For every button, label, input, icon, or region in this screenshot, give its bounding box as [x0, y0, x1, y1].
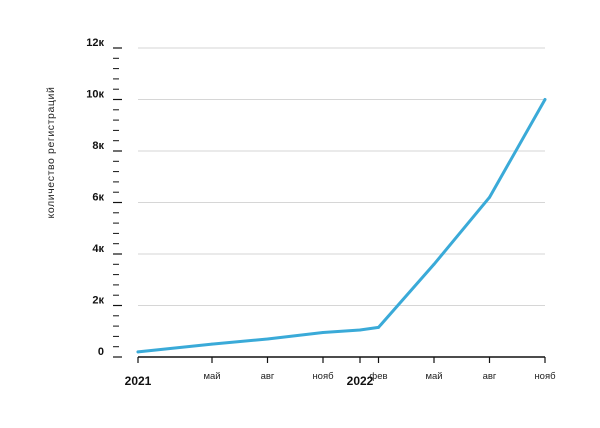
x-month-label: авг — [261, 371, 275, 382]
gridlines — [138, 47, 545, 306]
y-tick-label: 10к — [86, 89, 104, 101]
series-layer — [136, 98, 547, 354]
y-axis-title: количество регистраций — [45, 87, 57, 219]
data-point — [210, 342, 214, 346]
x-month-label: нояб — [534, 371, 556, 382]
x-year-label: 2022 — [347, 374, 374, 388]
data-point — [266, 337, 269, 341]
data-point — [321, 331, 325, 334]
x-month-label: май — [203, 371, 220, 382]
data-point — [136, 350, 140, 354]
data-point — [358, 328, 362, 332]
x-month-label: авг — [483, 371, 497, 382]
y-tick-label: 8к — [92, 140, 104, 152]
x-month-label: фев — [369, 371, 387, 382]
data-point — [377, 325, 380, 329]
data-point — [488, 195, 491, 199]
y-tick-label: 4к — [92, 243, 104, 255]
series-line — [136, 98, 547, 354]
data-point — [543, 98, 547, 101]
axes — [113, 47, 546, 363]
x-month-label: май — [425, 371, 442, 382]
x-year-label: 2021 — [125, 374, 152, 388]
y-tick-label: 12к — [86, 37, 104, 49]
data-point — [432, 262, 436, 266]
x-month-label: нояб — [312, 371, 334, 382]
y-tick-label: 6к — [92, 192, 104, 204]
y-tick-label: 2к — [92, 295, 104, 307]
y-tick-label: 0 — [98, 346, 104, 358]
